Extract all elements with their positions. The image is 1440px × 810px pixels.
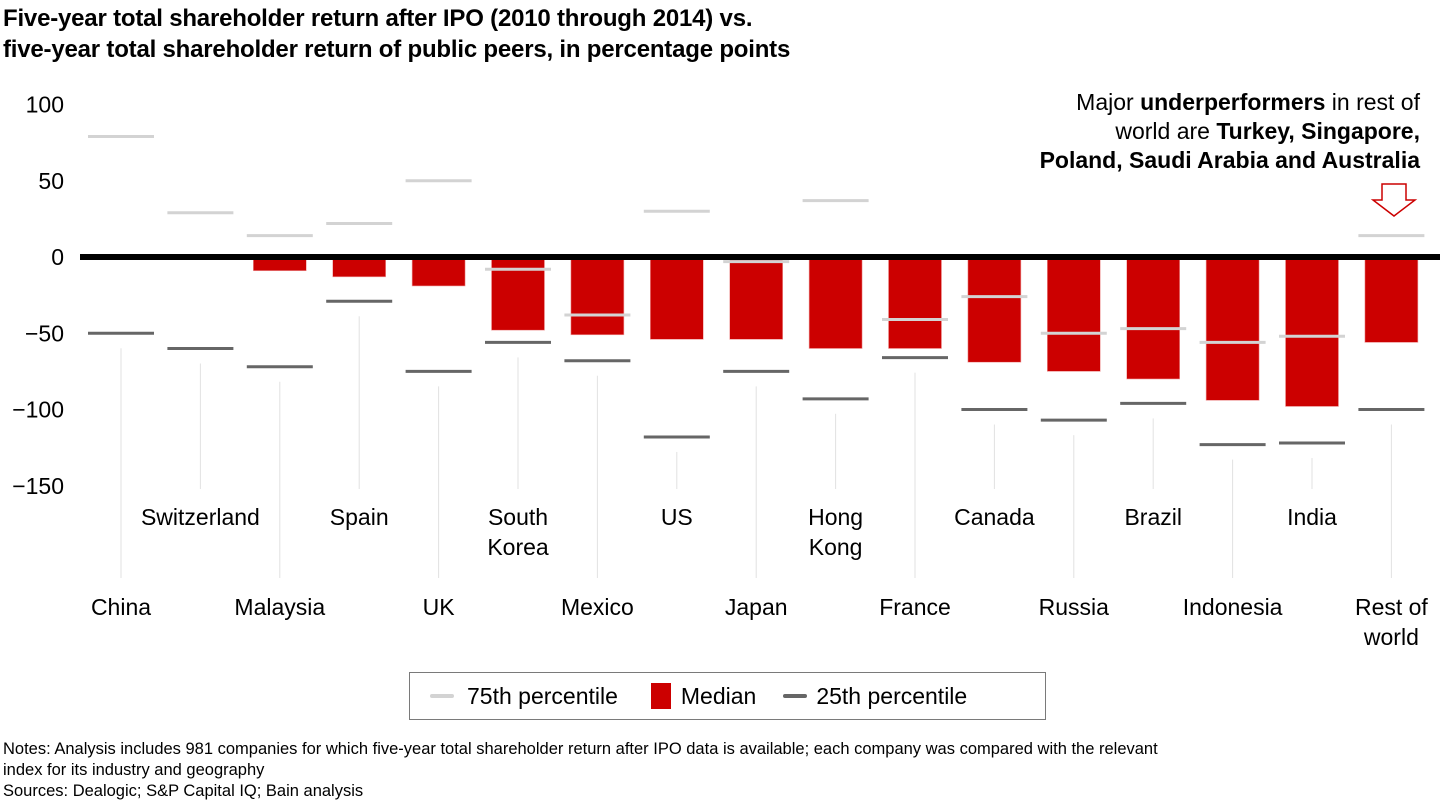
down-arrow-icon — [1370, 183, 1418, 217]
legend-item-p25: 25th percentile — [783, 683, 967, 710]
category-label: Mexico — [561, 594, 634, 620]
category-leader-lines — [120, 316, 1392, 578]
footnotes: Notes: Analysis includes 981 companies f… — [3, 739, 1433, 802]
legend-p75-label: 75th percentile — [467, 682, 618, 709]
median-bars — [253, 256, 1419, 407]
median-bar — [1364, 256, 1419, 343]
category-label: Japan — [725, 594, 788, 620]
y-tick-label: 50 — [38, 168, 64, 194]
y-tick-label: −50 — [25, 320, 64, 346]
y-tick-label: −150 — [12, 473, 64, 499]
category-label: Hong — [808, 504, 863, 530]
category-label: Russia — [1039, 594, 1110, 620]
chart-title-line-2: five-year total shareholder return of pu… — [3, 36, 791, 63]
median-bar — [729, 256, 784, 340]
annotation-line-1: Major underperformers in rest of — [1000, 88, 1420, 117]
y-tick-label: 100 — [26, 92, 64, 118]
chart-plot: 100 50 0 −50 −100 −150 China Switzerland Malays… — [12, 92, 1440, 650]
y-tick-label: −100 — [12, 397, 64, 423]
category-label: Malaysia — [234, 594, 325, 620]
category-label: Indonesia — [1183, 594, 1283, 620]
median-bar — [411, 256, 466, 287]
category-label: China — [91, 594, 151, 620]
p75-markers — [88, 135, 1425, 344]
x-axis-labels: China Switzerland Malaysia Spain UK South Kore… — [91, 504, 1428, 650]
annotation-emphasis: Turkey, Singapore, — [1216, 118, 1420, 144]
underperformers-annotation: Major underperformers in rest of world a… — [1000, 88, 1420, 175]
y-axis-ticks: 100 50 0 −50 −100 −150 — [12, 92, 64, 499]
chart-legend: 75th percentile Median 25th percentile — [409, 672, 1046, 720]
notes-line-1: Notes: Analysis includes 981 companies f… — [3, 740, 1158, 758]
annotation-text: world are — [1115, 118, 1217, 144]
category-label: South — [488, 504, 548, 530]
category-label: Switzerland — [141, 504, 260, 530]
median-bar — [808, 256, 863, 349]
legend-item-median: Median — [650, 682, 757, 710]
notes-line-2: index for its industry and geography — [3, 761, 265, 779]
category-label: Kong — [809, 534, 863, 560]
category-label: Korea — [487, 534, 549, 560]
legend-p25-label: 25th percentile — [816, 682, 968, 709]
category-label: France — [879, 594, 951, 620]
category-label: India — [1287, 504, 1337, 530]
median-bar — [649, 256, 704, 340]
chart-title: Five-year total shareholder return after… — [3, 3, 790, 65]
legend-p75-swatch — [430, 694, 454, 698]
sources-line: Sources: Dealogic; S&P Capital IQ; Bain … — [3, 782, 364, 800]
legend-item-p75: 75th percentile — [430, 683, 618, 710]
legend-median-label: Median — [680, 682, 757, 709]
median-bar — [1205, 256, 1260, 401]
category-label: Spain — [330, 504, 389, 530]
median-bar — [1047, 256, 1101, 372]
category-label: Rest of — [1355, 594, 1428, 620]
legend-median-swatch — [650, 683, 671, 709]
annotation-emphasis: Poland, Saudi Arabia and Australia — [1039, 147, 1420, 173]
p25-markers — [88, 299, 1425, 447]
median-bar — [1285, 256, 1339, 407]
category-label: UK — [423, 594, 456, 620]
annotation-line-2: world are Turkey, Singapore, — [1000, 117, 1420, 146]
annotation-text: Major — [1076, 89, 1141, 115]
category-label: world — [1363, 624, 1419, 650]
category-label: Brazil — [1124, 504, 1182, 530]
category-label: US — [661, 504, 693, 530]
y-tick-label: 0 — [51, 244, 64, 270]
median-bar — [967, 256, 1022, 363]
category-label: Canada — [954, 504, 1035, 530]
median-bar — [1126, 256, 1180, 380]
legend-p25-swatch — [783, 694, 808, 698]
chart-title-line-1: Five-year total shareholder return after… — [3, 5, 753, 32]
annotation-emphasis: underperformers — [1140, 89, 1326, 115]
median-bar — [888, 256, 942, 349]
annotation-line-3: Poland, Saudi Arabia and Australia — [1000, 146, 1420, 175]
annotation-text: in rest of — [1325, 89, 1420, 115]
median-bar — [570, 256, 625, 336]
